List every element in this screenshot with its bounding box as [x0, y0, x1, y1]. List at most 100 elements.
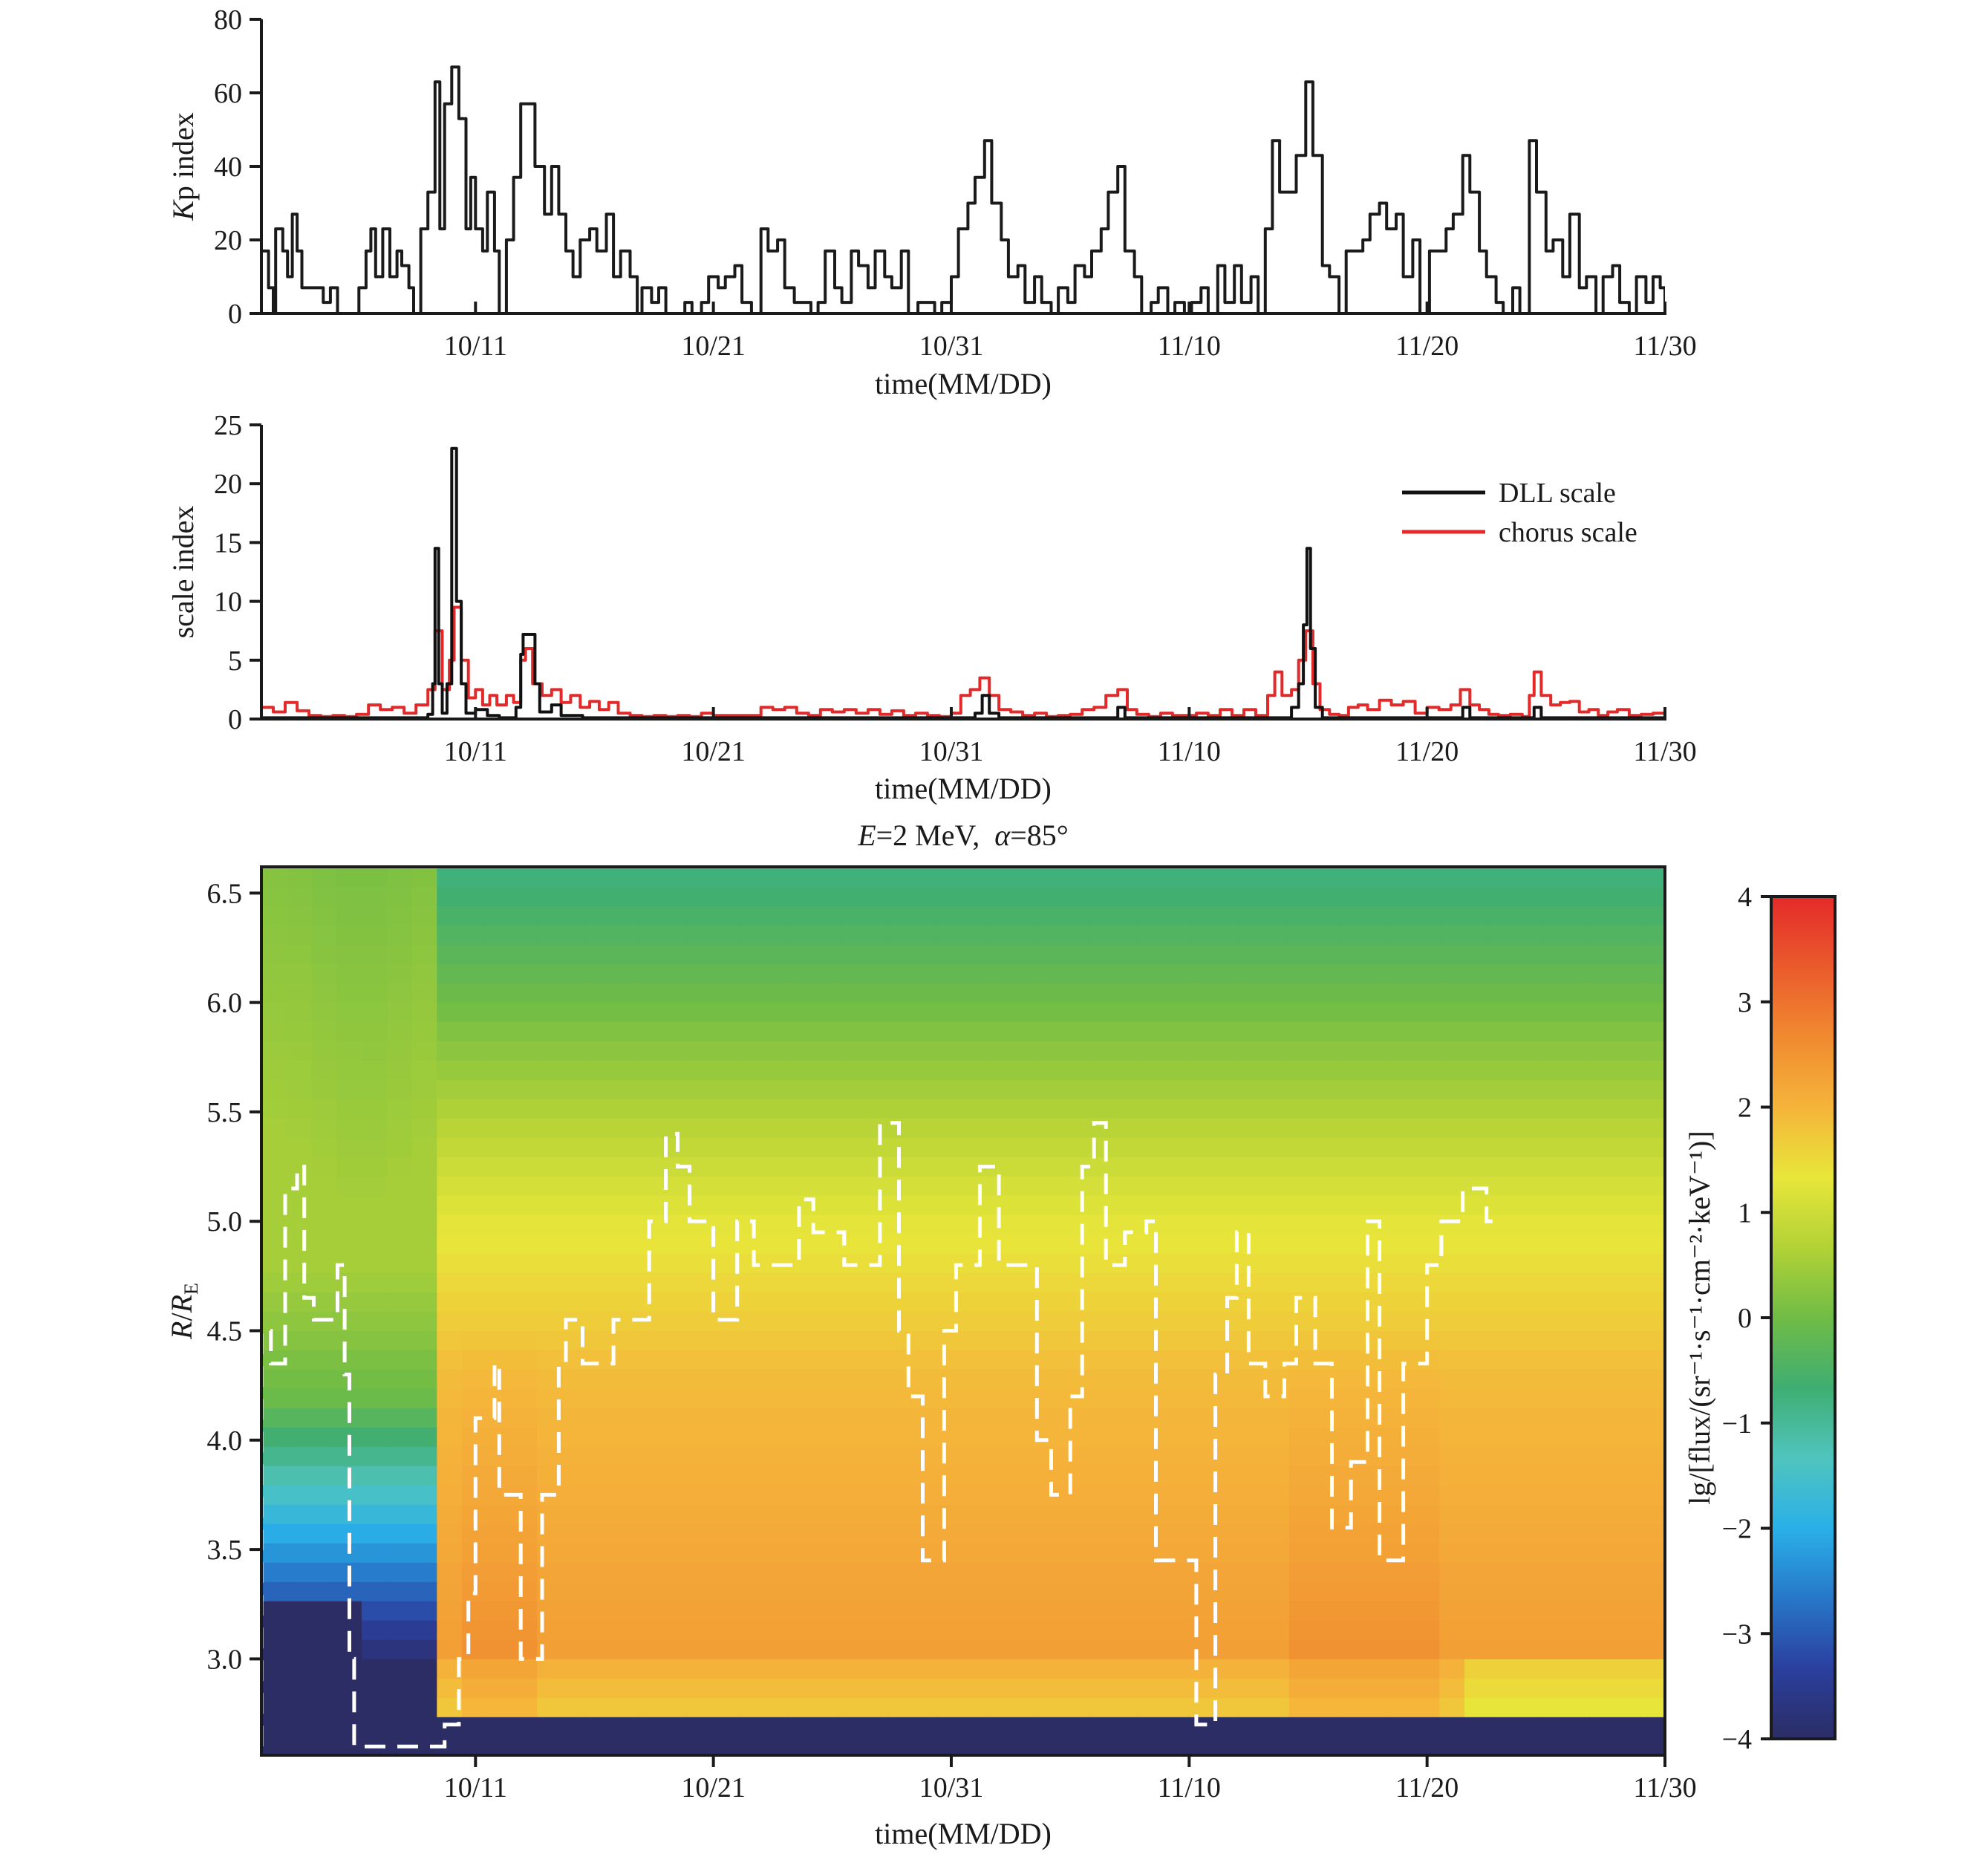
heatmap-cell: [838, 1350, 864, 1370]
heatmap-cell: [1339, 886, 1365, 906]
heatmap-cell: [1288, 1697, 1315, 1717]
kp-x-ticks: 10/11 10/21 10/31 11/10 11/20 11/30: [444, 302, 1697, 362]
heatmap-cell: [712, 1292, 738, 1312]
heatmap-cell: [486, 886, 513, 906]
heatmap-cell: [612, 1408, 639, 1428]
heatmap-cell: [587, 1021, 613, 1041]
colorbar-title: lg/[flux/(sr⁻¹·s⁻¹·cm⁻²·keV⁻¹)]: [1683, 1131, 1716, 1504]
heatmap-cell: [887, 1253, 914, 1273]
heatmap-cell: [462, 1272, 488, 1292]
heatmap-cell: [1063, 1639, 1089, 1659]
flux-title: E=2 MeV, α=85°: [857, 819, 1069, 852]
heatmap-cell: [1339, 1697, 1365, 1717]
heatmap-cell: [1239, 1504, 1265, 1524]
heatmap-cell: [1539, 1639, 1565, 1659]
heatmap-cell: [261, 1234, 287, 1254]
heatmap-cell: [1063, 1330, 1089, 1350]
heatmap-cell: [1640, 1427, 1665, 1447]
heatmap-cell: [1565, 1195, 1591, 1215]
heatmap-cell: [1288, 1292, 1315, 1312]
heatmap-cell: [1113, 944, 1139, 964]
heatmap-cell: [812, 1678, 838, 1698]
heatmap-cell: [1288, 1214, 1315, 1235]
heatmap-cell: [1288, 1466, 1315, 1486]
heatmap-cell: [863, 1581, 889, 1601]
heatmap-cell: [411, 1485, 437, 1505]
heatmap-cell: [1364, 1214, 1390, 1235]
heatmap-cell: [1113, 1581, 1139, 1601]
heatmap-cell: [1288, 867, 1315, 887]
heatmap-cell: [1264, 1176, 1290, 1196]
heatmap-cell: [988, 1504, 1014, 1524]
heatmap-cell: [763, 1253, 789, 1273]
heatmap-cell: [411, 1350, 437, 1370]
heatmap-cell: [1539, 1678, 1565, 1698]
heatmap-cell: [612, 1523, 639, 1544]
heatmap-cell: [1514, 1041, 1540, 1061]
heatmap-cell: [1464, 1466, 1490, 1486]
heatmap-cell: [486, 1523, 513, 1544]
heatmap-cell: [1013, 1678, 1039, 1698]
heatmap-cell: [712, 1466, 738, 1486]
heatmap-cell: [637, 1543, 663, 1563]
heatmap-cell: [1314, 1369, 1340, 1389]
heatmap-cell: [1188, 1408, 1215, 1428]
heatmap-cell: [1439, 1620, 1465, 1640]
scale-y-tick-label: 10: [214, 587, 242, 618]
scale-plot: [261, 446, 1665, 719]
heatmap-cell: [763, 1562, 789, 1582]
heatmap-cell: [1414, 1446, 1440, 1466]
heatmap-cell: [1464, 1137, 1490, 1157]
heatmap-cell: [612, 1659, 639, 1679]
flux-x-tick-label: 11/30: [1633, 1772, 1696, 1803]
heatmap-cell: [1439, 1021, 1465, 1041]
heatmap-cell: [763, 1427, 789, 1447]
heatmap-cell: [887, 1214, 914, 1235]
heatmap-cell: [1213, 1099, 1239, 1119]
heatmap-cell: [1464, 1697, 1490, 1717]
heatmap-cell: [763, 1060, 789, 1080]
heatmap-cell: [362, 1157, 388, 1177]
heatmap-cell: [411, 1041, 437, 1061]
heatmap-cell: [1138, 886, 1164, 906]
heatmap-cell: [1514, 867, 1540, 887]
heatmap-cell: [411, 1697, 437, 1717]
heatmap-cell: [311, 1272, 337, 1292]
heatmap-cell: [1439, 1253, 1465, 1273]
heatmap-cell: [486, 1543, 513, 1563]
heatmap-cell: [1439, 1504, 1465, 1524]
heatmap-cell: [963, 983, 989, 1003]
heatmap-cell: [1539, 1292, 1565, 1312]
heatmap-cell: [1589, 1079, 1616, 1099]
heatmap-cell: [437, 1099, 463, 1119]
heatmap-cell: [662, 1581, 688, 1601]
heatmap-cell: [1088, 1523, 1115, 1544]
heatmap-cell: [1063, 925, 1089, 945]
heatmap-cell: [411, 1562, 437, 1582]
heatmap-cell: [687, 886, 714, 906]
heatmap-cell: [963, 1253, 989, 1273]
heatmap-cell: [1013, 905, 1039, 926]
heatmap-cell: [386, 1002, 413, 1022]
heatmap-cell: [913, 1214, 939, 1235]
heatmap-cell: [1464, 1581, 1490, 1601]
heatmap-cell: [1539, 1002, 1565, 1022]
heatmap-cell: [687, 1717, 714, 1737]
heatmap-cell: [913, 1099, 939, 1119]
heatmap-cell: [1013, 1408, 1039, 1428]
heatmap-cell: [386, 1079, 413, 1099]
heatmap-cell: [938, 867, 964, 887]
heatmap-cell: [1464, 1118, 1490, 1138]
heatmap-cell: [336, 1176, 362, 1196]
heatmap-cell: [1288, 925, 1315, 945]
heatmap-cell: [913, 905, 939, 926]
heatmap-cell: [411, 1639, 437, 1659]
heatmap-cell: [838, 983, 864, 1003]
heatmap-cell: [286, 1639, 313, 1659]
heatmap-cell: [1088, 1601, 1115, 1621]
heatmap-cell: [362, 944, 388, 964]
heatmap-cell: [1614, 1176, 1640, 1196]
heatmap-cell: [587, 1562, 613, 1582]
heatmap-cell: [1138, 1601, 1164, 1621]
heatmap-cell: [1113, 1639, 1139, 1659]
